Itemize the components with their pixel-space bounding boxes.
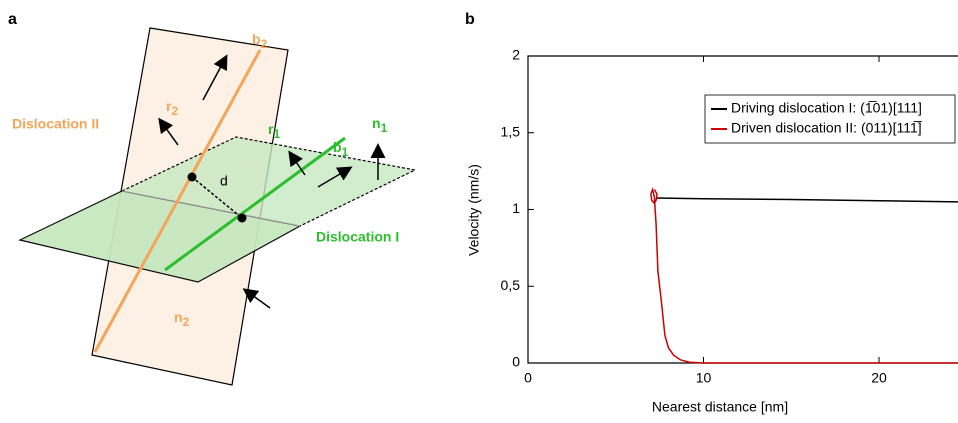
label-sub: 1 [381, 121, 388, 135]
y-tick-label: 1 [512, 200, 520, 216]
label-sub: 2 [261, 37, 268, 51]
legend-label: Driving dislocation I: (1̅01)[111] [731, 100, 922, 116]
diagram: a Dislocation II Dislocation I d b2r2r1b… [8, 11, 415, 385]
legend-label: Driven dislocation II: (011)[111̅] [731, 120, 923, 136]
label-base: n [372, 115, 381, 131]
x-tick-label: 20 [871, 370, 887, 386]
label: d [220, 173, 228, 189]
chart: b Nearest distance [nm] Velocity (nm/s) … [465, 11, 958, 414]
label: n1 [372, 115, 388, 135]
label-sub: 2 [183, 315, 190, 329]
figure: a Dislocation II Dislocation I d b2r2r1b… [0, 0, 958, 418]
x-tick-label: 0 [524, 370, 532, 386]
y-tick-label: 2 [512, 47, 520, 63]
label-base: n [174, 309, 183, 325]
panel-label: a [8, 11, 17, 28]
x-axis-label: Nearest distance [nm] [652, 399, 788, 415]
x-tick-label: 10 [696, 370, 712, 386]
panel-label: b [465, 11, 475, 28]
series-line [656, 198, 958, 202]
series-line [651, 190, 958, 363]
y-tick-label: 1,5 [501, 123, 521, 139]
label-base: b [333, 139, 342, 155]
point [188, 173, 197, 182]
y-tick-label: 0 [512, 354, 520, 370]
label-sub: 2 [171, 104, 178, 118]
label-sub: 1 [342, 145, 349, 159]
label-base: b [252, 31, 261, 47]
arrow [245, 290, 270, 308]
label-sub: 1 [273, 127, 280, 141]
label: Dislocation I [316, 229, 399, 245]
label: Dislocation II [12, 116, 99, 132]
y-tick-label: 0,5 [501, 277, 521, 293]
point [238, 214, 247, 223]
y-axis-label: Velocity (nm/s) [466, 164, 482, 256]
